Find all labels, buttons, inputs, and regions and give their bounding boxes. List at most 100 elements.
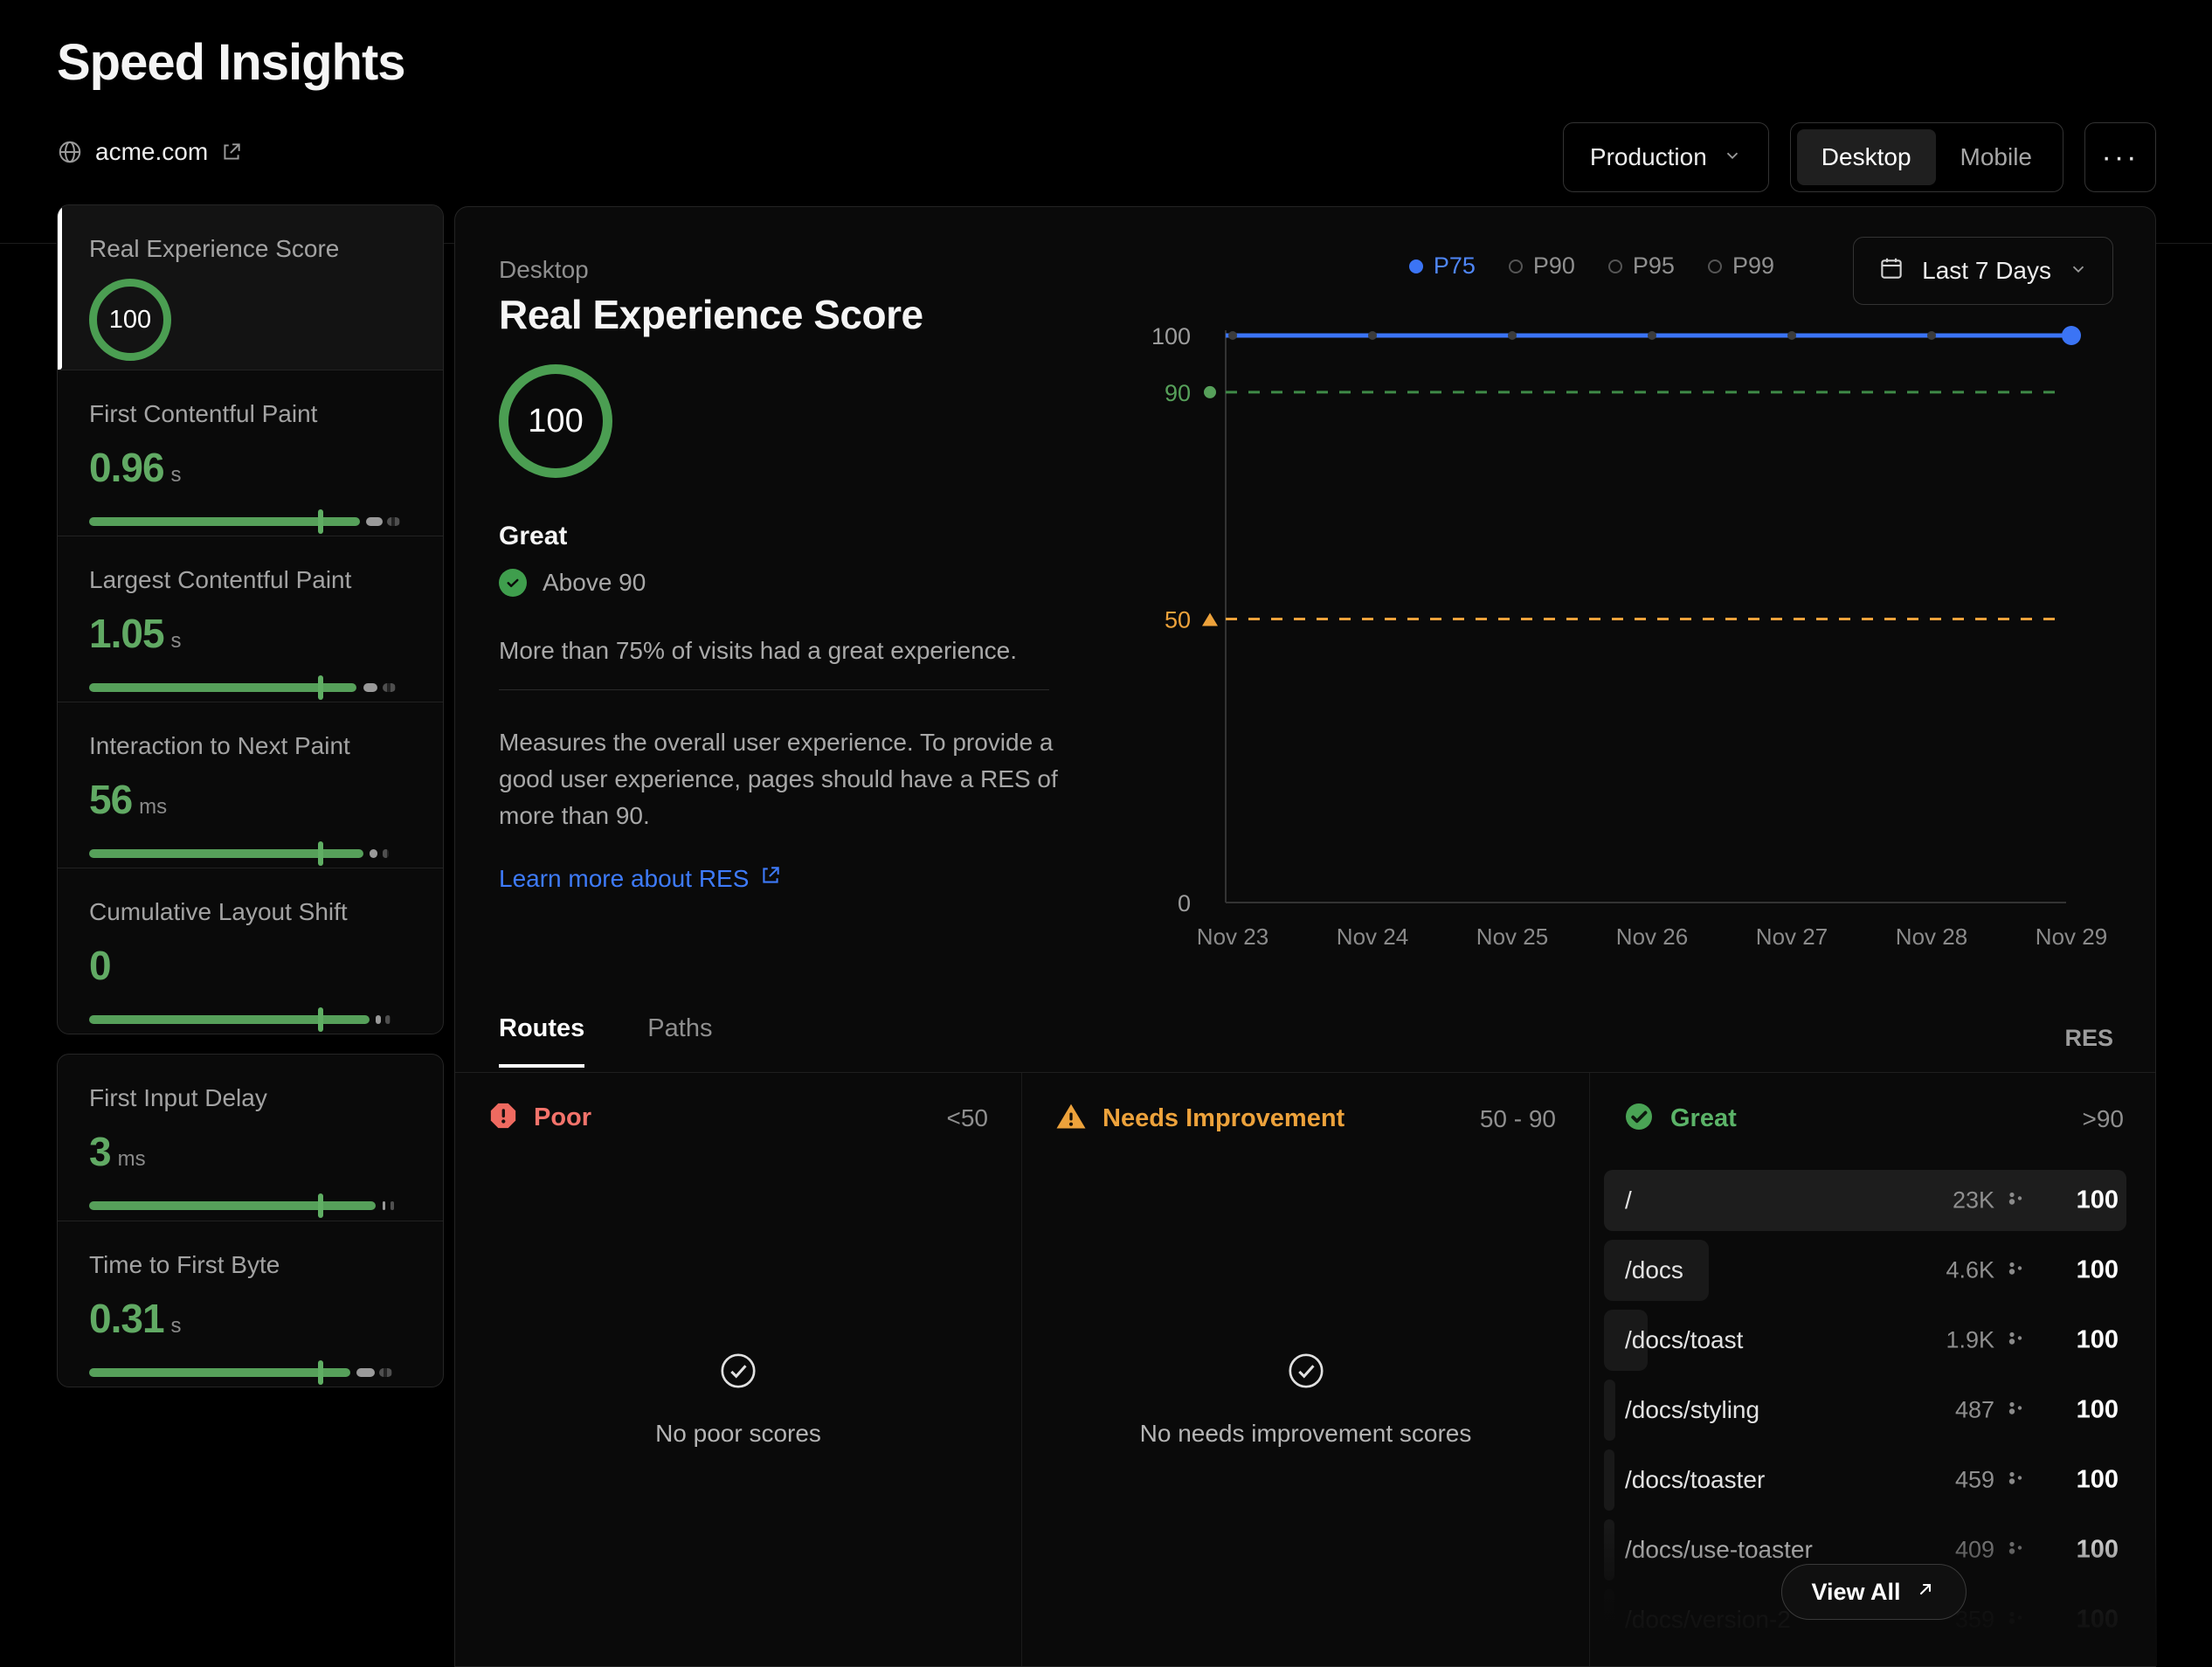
poor-empty-state: No poor scores [455,1351,1021,1448]
ellipsis-icon: ··· [2102,141,2139,175]
bar-great-segment [89,1201,376,1210]
warning-triangle-icon [1055,1101,1087,1137]
circle-check-icon [718,1380,758,1394]
tab-routes[interactable]: Routes [499,1014,584,1068]
legend-percentile-p99[interactable]: P99 [1708,252,1774,280]
environment-label: Production [1590,143,1707,171]
metric-unit: ms [118,1147,146,1172]
svg-text:0: 0 [1178,890,1191,917]
route-score: 100 [2077,1466,2119,1495]
speed-insights-page: Speed Insights acme.com Production Deskt… [0,0,2212,1667]
environment-dropdown[interactable]: Production [1563,122,1769,192]
route-row-docs-styling[interactable]: /docs/styling487100 [1590,1375,2157,1445]
legend-label: P90 [1533,252,1575,280]
needs-improvement-range: 50 - 90 [1480,1105,1556,1133]
svg-text:Nov 29: Nov 29 [2036,923,2107,950]
hollow-dot-icon [1608,259,1622,273]
card-title: Real Experience Score [89,235,411,263]
card-title: Cumulative Layout Shift [89,898,411,926]
poor-column: Poor <50 No poor scores [455,1073,1021,1666]
svg-text:90: 90 [1165,380,1191,406]
poor-label: Poor [534,1103,591,1132]
device-tab-mobile[interactable]: Mobile [1936,129,2056,185]
sidebar-card-interaction-to-next-paint[interactable]: Interaction to Next Paint56ms [58,702,443,868]
sidebar-card-real-experience-score[interactable]: Real Experience Score 100 [58,205,443,370]
learn-more-link[interactable]: Learn more about RES [499,864,782,893]
bar-needs-improvement-segment [356,1368,374,1377]
samples-dots-icon [2007,1258,2026,1283]
needs-improvement-label: Needs Improvement [1103,1104,1344,1133]
route-visit-count: 4.6K [1946,1257,1994,1284]
bar-poor-segment [383,849,389,858]
metric-value: 0.31s [89,1295,411,1342]
route-row-docs-toaster[interactable]: /docs/toaster459100 [1590,1445,2157,1515]
view-all-button[interactable]: View All [1780,1564,1966,1620]
sidebar-card-time-to-first-byte[interactable]: Time to First Byte 0.31s [58,1221,443,1387]
route-visit-count: 23K [1953,1187,1994,1214]
route-row-root[interactable]: /23K100 [1590,1166,2157,1235]
metric-number: 0 [89,942,111,989]
route-path: /docs/styling [1625,1396,1759,1424]
selected-indicator [58,205,62,370]
sidebar-card-first-input-delay[interactable]: First Input Delay3ms [58,1055,443,1221]
expand-arrow-icon [1915,1579,1936,1606]
sidebar-card-first-contentful-paint[interactable]: First Contentful Paint 0.96s [58,370,443,536]
score-ring-badge: 100 [89,279,171,361]
threshold-row: Above 90 [499,569,646,597]
device-tab-desktop[interactable]: Desktop [1797,129,1936,185]
route-score: 100 [2077,1396,2119,1425]
sidebar-card-cumulative-layout-shift[interactable]: Cumulative Layout Shift 0 [58,868,443,1034]
tab-paths[interactable]: Paths [647,1014,712,1068]
bar-poor-segment [385,1015,391,1024]
svg-text:Nov 27: Nov 27 [1756,923,1828,950]
metric-number: 1.05 [89,610,164,657]
page-title: Speed Insights [57,33,405,92]
samples-dots-icon [2007,1398,2026,1423]
poor-octagon-icon [488,1101,518,1135]
route-row-docs-toast[interactable]: /docs/toast1.9K100 [1590,1305,2157,1375]
metric-distribution-bar [89,849,411,858]
metric-card-group-secondary: First Input Delay3msTime to First Byte0.… [57,1054,444,1387]
learn-more-label: Learn more about RES [499,865,749,893]
metric-number: 0.96 [89,444,164,491]
res-score-ring: 100 [499,364,612,478]
site-link[interactable]: acme.com [57,138,243,166]
sidebar-card-largest-contentful-paint[interactable]: Largest Contentful Paint1.05s [58,536,443,702]
metric-number: 3 [89,1128,111,1175]
route-score: 100 [2077,1256,2119,1285]
date-range-picker[interactable]: Last 7 Days [1853,237,2113,305]
bar-needs-improvement-segment [376,1015,381,1024]
bar-great-segment [89,683,356,692]
legend-percentile-p75[interactable]: P75 [1409,252,1476,280]
svg-text:Nov 26: Nov 26 [1616,923,1688,950]
svg-text:Nov 23: Nov 23 [1197,923,1268,950]
poor-column-header: Poor <50 [488,1101,988,1135]
metric-value: 0.96s [89,444,411,491]
metric-distribution-bar [89,1015,411,1024]
filled-dot-icon [1409,259,1423,273]
card-title: Time to First Byte [89,1251,411,1279]
bar-poor-segment [379,1368,392,1377]
needs-improvement-empty-state: No needs improvement scores [1022,1351,1589,1448]
legend-label: P99 [1732,252,1774,280]
metric-distribution-bar [89,517,411,526]
main-panel: Desktop Real Experience Score 100 Great … [454,206,2156,1667]
device-toggle: Desktop Mobile [1790,122,2063,192]
needs-improvement-column-header: Needs Improvement 50 - 90 [1055,1101,1556,1137]
rating-label: Great [499,522,567,551]
more-options-button[interactable]: ··· [2084,122,2156,192]
legend-percentile-p90[interactable]: P90 [1509,252,1575,280]
bar-p75-tick [318,1007,323,1032]
legend-percentile-p95[interactable]: P95 [1608,252,1675,280]
metric-value: 56ms [89,776,411,823]
route-path: /docs/toaster [1625,1466,1765,1494]
route-row-docs[interactable]: /docs4.6K100 [1590,1235,2157,1305]
card-title: First Contentful Paint [89,400,411,428]
needs-improvement-column: Needs Improvement 50 - 90 No needs impro… [1021,1073,1589,1666]
metric-value: 3 ms [89,1128,411,1175]
chevron-down-icon [1723,143,1742,171]
metric-card-group-primary: Real Experience Score 100 First Contentf… [57,204,444,1034]
description-text: Measures the overall user experience. To… [499,724,1075,834]
bar-needs-improvement-segment [366,517,382,526]
external-link-icon [759,864,782,893]
